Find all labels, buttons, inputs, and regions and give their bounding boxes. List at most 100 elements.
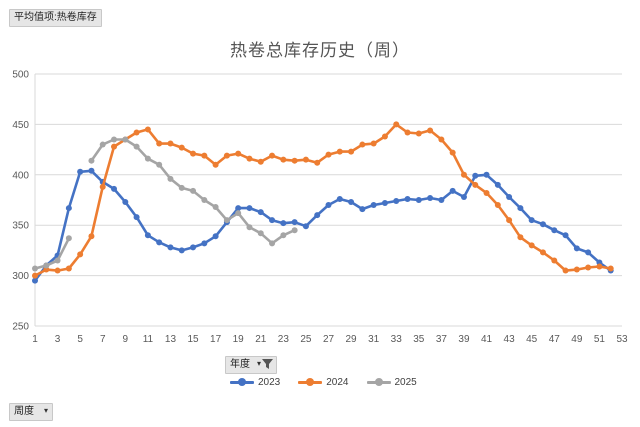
dropdown-arrow-icon[interactable]: ▾: [256, 359, 261, 368]
y-tick-label: 300: [12, 271, 29, 282]
legend-field-button[interactable]: 年度 ▾: [225, 356, 277, 374]
x-tick-label: 51: [594, 334, 606, 345]
data-point: [427, 194, 434, 201]
x-tick-label: 29: [346, 334, 358, 345]
x-tick-label: 31: [368, 334, 380, 345]
data-point: [156, 161, 163, 168]
x-tick-label: 41: [481, 334, 493, 345]
data-point: [257, 158, 264, 165]
x-tick-label: 17: [210, 334, 222, 345]
data-point: [585, 264, 592, 271]
data-point: [573, 266, 580, 273]
data-point: [88, 167, 95, 174]
data-point: [122, 199, 129, 206]
data-point: [99, 141, 106, 148]
x-tick-label: 43: [504, 334, 516, 345]
data-point: [246, 224, 253, 231]
data-point: [393, 198, 400, 205]
data-point: [99, 183, 106, 190]
data-point: [190, 244, 197, 251]
data-point: [65, 205, 72, 212]
data-point: [348, 199, 355, 206]
data-point: [528, 217, 535, 224]
data-point: [404, 195, 411, 202]
data-point: [257, 209, 264, 216]
data-point: [370, 202, 377, 209]
data-point: [144, 155, 151, 162]
x-tick-label: 33: [391, 334, 403, 345]
data-point: [212, 233, 219, 240]
data-point: [223, 152, 230, 159]
data-point: [427, 127, 434, 134]
filter-icon[interactable]: [262, 359, 273, 369]
data-point: [573, 245, 580, 252]
data-point: [122, 136, 129, 143]
x-tick-label: 11: [143, 334, 154, 345]
x-tick-label: 1: [32, 334, 38, 345]
data-point: [201, 152, 208, 159]
data-point: [235, 210, 242, 217]
legend-swatch: [366, 378, 391, 387]
data-point: [156, 239, 163, 246]
dropdown-arrow-icon[interactable]: ▾: [43, 406, 48, 415]
x-tick-label: 27: [323, 334, 335, 345]
axis-field-button[interactable]: 周度 ▾: [9, 403, 53, 421]
legend-item-2023: 2023: [230, 377, 280, 388]
legend-label: 2025: [394, 377, 417, 388]
data-point: [460, 193, 467, 200]
data-point: [77, 168, 84, 175]
data-point: [359, 206, 366, 213]
data-point: [144, 126, 151, 133]
data-point: [201, 240, 208, 247]
x-tick-label: 25: [300, 334, 312, 345]
data-point: [562, 232, 569, 239]
series-line: [33, 237, 71, 270]
data-point: [88, 233, 95, 240]
data-point: [190, 187, 197, 194]
data-point: [246, 205, 253, 212]
data-point: [449, 149, 456, 156]
y-tick-label: 450: [12, 120, 29, 131]
data-point: [404, 129, 411, 136]
data-point: [585, 249, 592, 256]
data-point: [133, 214, 140, 221]
axis-field-label: 周度: [14, 406, 34, 417]
data-point: [415, 130, 422, 137]
data-point: [111, 143, 118, 150]
data-point: [314, 212, 321, 219]
data-point: [381, 133, 388, 140]
data-point: [472, 172, 479, 179]
data-point: [167, 244, 174, 251]
data-point: [596, 263, 603, 270]
x-tick-label: 37: [436, 334, 448, 345]
x-tick-label: 7: [100, 334, 106, 345]
data-point: [178, 247, 185, 254]
data-point: [32, 277, 38, 284]
x-tick-label: 9: [123, 334, 129, 345]
x-tick-label: 49: [571, 334, 583, 345]
series-2025: [32, 136, 298, 272]
legend-swatch: [298, 378, 323, 387]
x-tick-label: 23: [278, 334, 290, 345]
data-point: [111, 136, 118, 143]
data-point: [133, 129, 140, 136]
data-point: [156, 140, 163, 147]
data-point: [325, 151, 332, 158]
data-point: [65, 235, 72, 242]
data-point: [607, 265, 614, 272]
data-point: [111, 185, 118, 192]
x-tick-label: 3: [55, 334, 61, 345]
data-point: [517, 205, 524, 212]
data-point: [348, 148, 355, 155]
data-point: [415, 197, 422, 203]
data-point: [280, 232, 287, 239]
data-point: [494, 202, 501, 209]
data-point: [539, 249, 546, 256]
data-point: [178, 184, 185, 191]
data-point: [483, 171, 490, 178]
data-point: [336, 195, 343, 202]
value-field-button[interactable]: 平均值项:热卷库存: [9, 9, 102, 27]
data-point: [144, 232, 151, 239]
data-point: [167, 175, 174, 182]
data-point: [551, 227, 558, 234]
